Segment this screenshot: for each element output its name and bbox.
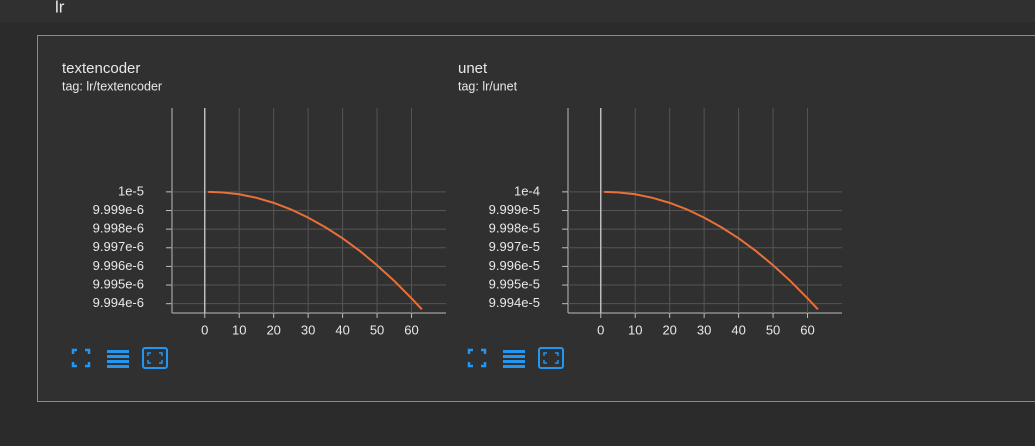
x-tick-label: 60 (404, 322, 418, 337)
table-icon-row[interactable] (503, 360, 525, 363)
y-tick-label: 9.997e-6 (93, 239, 144, 254)
x-tick-label: 30 (697, 322, 711, 337)
fit-icon[interactable] (142, 347, 168, 369)
y-tick-label: 9.997e-5 (489, 239, 540, 254)
y-tick-label: 1e-4 (514, 183, 540, 198)
section-header-bar (0, 0, 1035, 22)
fit-icon[interactable] (538, 347, 564, 369)
x-tick-label: 20 (266, 322, 280, 337)
x-tick-label: 50 (766, 322, 780, 337)
fit-icon-corners[interactable] (147, 352, 163, 364)
chart-subtitle: tag: lr/textencoder (62, 79, 162, 93)
x-tick-label: 20 (662, 322, 676, 337)
x-tick-label: 10 (628, 322, 642, 337)
chart-title: textencoder (62, 60, 140, 77)
y-tick-label: 9.996e-5 (489, 258, 540, 273)
fit-domain-button[interactable] (142, 347, 168, 369)
table-icon-row[interactable] (107, 350, 129, 353)
fullscreen-button[interactable] (71, 348, 91, 368)
y-tick-label: 9.994e-6 (93, 295, 144, 310)
y-tick-label: 9.996e-6 (93, 258, 144, 273)
fit-domain-button[interactable] (538, 347, 564, 369)
y-tick-label: 9.995e-5 (489, 276, 540, 291)
data-table-button[interactable] (503, 350, 525, 368)
x-tick-label: 40 (335, 322, 349, 337)
y-tick-label: 1e-5 (118, 183, 144, 198)
data-line (604, 190, 819, 310)
y-tick-label: 9.999e-6 (93, 202, 144, 217)
y-tick-label: 9.999e-5 (489, 202, 540, 217)
fit-icon-corners[interactable] (543, 352, 559, 364)
table-icon-row[interactable] (503, 350, 525, 353)
x-tick-label: 60 (800, 322, 814, 337)
x-tick-label: 30 (301, 322, 315, 337)
x-tick-label: 10 (232, 322, 246, 337)
table-icon-row[interactable] (107, 365, 129, 368)
x-tick-label: 50 (370, 322, 384, 337)
data-table-button[interactable] (107, 350, 129, 368)
fullscreen-button[interactable] (467, 348, 487, 368)
table-icon-row[interactable] (503, 355, 525, 358)
section-title[interactable]: lr (55, 0, 65, 16)
x-tick-label: 0 (201, 322, 208, 337)
card (37, 35, 1035, 402)
data-line (208, 190, 423, 310)
fullscreen-icon[interactable] (71, 348, 91, 368)
fullscreen-icon[interactable] (467, 348, 487, 368)
y-tick-label: 9.998e-5 (489, 221, 540, 236)
y-tick-label: 9.994e-5 (489, 295, 540, 310)
table-icon-row[interactable] (107, 360, 129, 363)
x-tick-label: 40 (731, 322, 745, 337)
table-icon-row[interactable] (503, 365, 525, 368)
y-tick-label: 9.995e-6 (93, 276, 144, 291)
table-icon-row[interactable] (107, 355, 129, 358)
x-tick-label: 0 (597, 322, 604, 337)
y-tick-label: 9.998e-6 (93, 221, 144, 236)
chart-title: unet (458, 60, 488, 77)
chart-subtitle: tag: lr/unet (458, 79, 518, 93)
